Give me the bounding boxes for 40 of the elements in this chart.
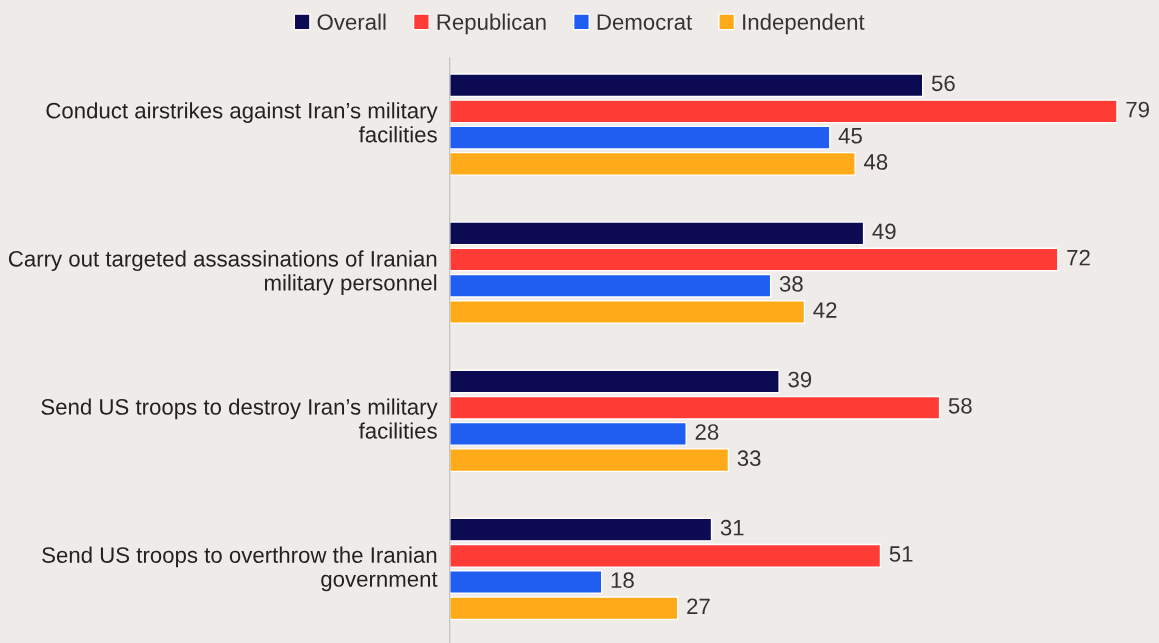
data-label: 18 [611,572,634,589]
data-label: 72 [1067,249,1090,266]
bar [449,273,772,298]
data-label: 79 [1126,101,1149,118]
bar [449,543,882,568]
bar [449,300,806,324]
data-label: 58 [948,397,972,414]
y-tick-label: Carry out targeted assassinations of Iranian military personnel [8,250,437,295]
data-label: 28 [695,424,719,440]
y-tick-label: Send US troops to overthrow the Iranian government [42,546,438,592]
bar [449,73,924,98]
data-label: 48 [863,154,888,170]
data-label: 45 [838,128,862,144]
data-label: 39 [788,371,812,388]
y-tick-label: Conduct airstrikes against Iran’s military facilities [46,102,438,143]
bar [449,448,730,473]
bar [449,221,865,246]
bar [449,369,780,394]
data-label: 51 [889,546,913,562]
legend-label: Independent [743,13,865,35]
bar [449,99,1118,124]
legend-label: Democrat [597,14,693,30]
bar [449,517,713,542]
bar [449,596,679,621]
data-label: 27 [687,598,710,615]
legend-label: Overall [317,13,386,30]
bar [449,151,856,176]
data-label: 31 [720,519,744,536]
y-tick-label: Send US troops to destroy Iran’s military facilities [41,398,438,439]
bar [449,247,1059,272]
data-label: 56 [931,75,955,92]
data-label: 33 [737,450,761,467]
bar [449,421,687,446]
data-label: 42 [813,302,837,318]
bar [449,125,831,150]
legend-label: Republican [437,13,546,35]
bar [449,395,941,420]
bar [449,570,603,594]
data-label: 49 [872,223,896,240]
data-label: 38 [779,276,803,292]
